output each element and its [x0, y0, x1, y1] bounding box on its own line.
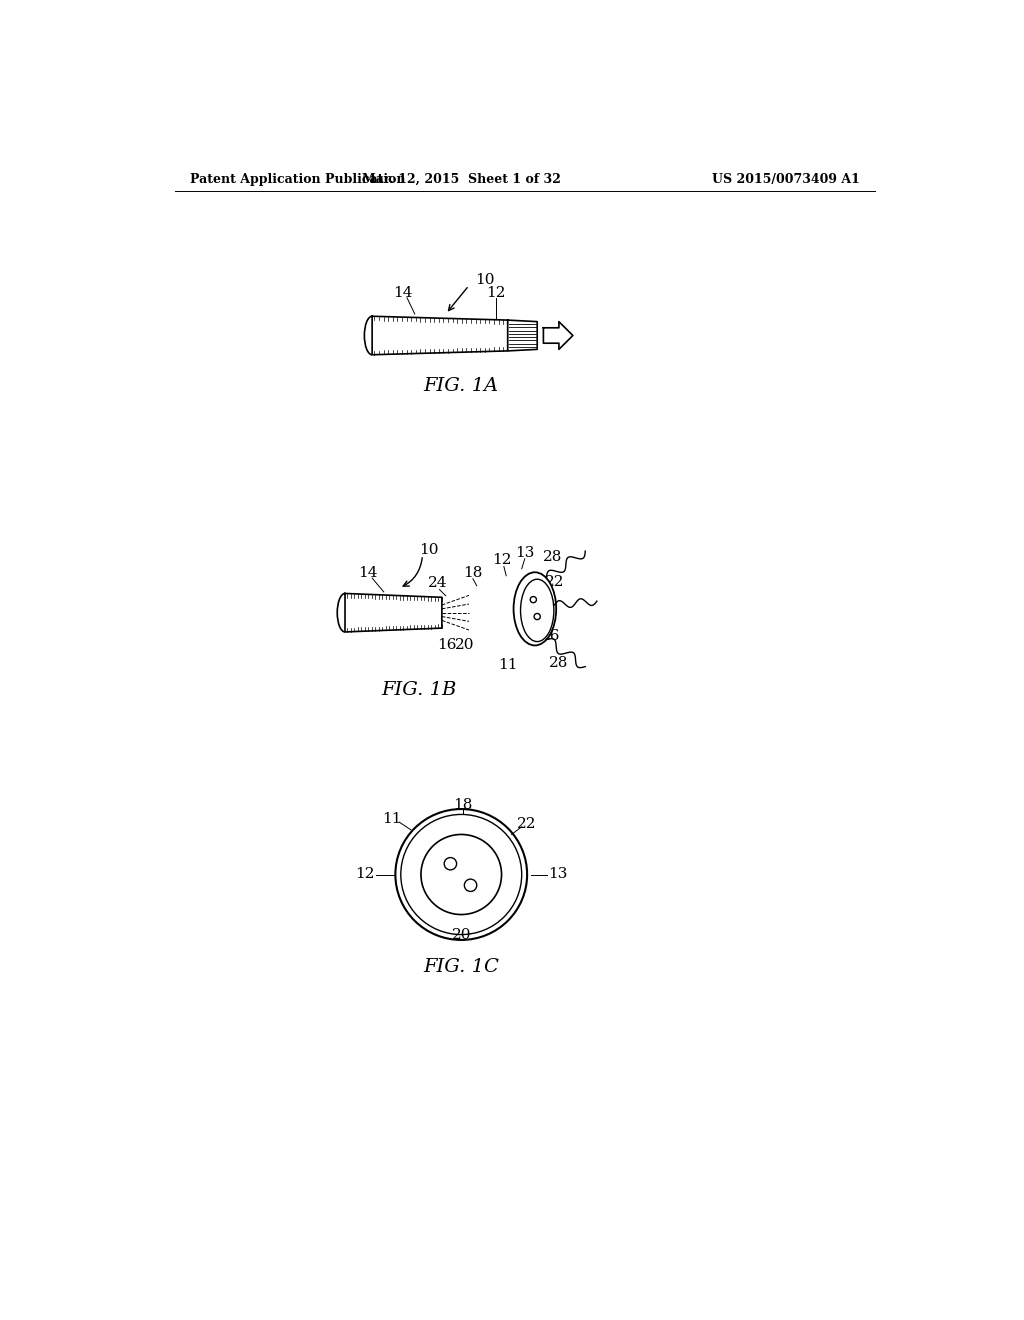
Text: 12: 12	[486, 286, 506, 300]
Ellipse shape	[514, 573, 556, 645]
Circle shape	[530, 597, 537, 603]
Circle shape	[421, 834, 502, 915]
Text: 11: 11	[382, 812, 401, 826]
Circle shape	[535, 614, 541, 619]
Text: 18: 18	[453, 799, 472, 812]
Polygon shape	[372, 317, 508, 355]
Text: 13: 13	[515, 545, 535, 560]
Circle shape	[464, 879, 477, 891]
Text: 22: 22	[545, 576, 564, 589]
Text: 20: 20	[456, 638, 475, 652]
Text: 20: 20	[452, 928, 471, 941]
Text: 14: 14	[393, 286, 413, 300]
Text: 28: 28	[549, 656, 568, 669]
Text: 13: 13	[548, 867, 567, 882]
Text: 12: 12	[492, 553, 511, 568]
Text: US 2015/0073409 A1: US 2015/0073409 A1	[712, 173, 859, 186]
Text: 22: 22	[517, 817, 537, 832]
Circle shape	[444, 858, 457, 870]
Polygon shape	[345, 594, 442, 632]
Text: 16: 16	[437, 638, 457, 652]
Ellipse shape	[520, 579, 554, 642]
Circle shape	[395, 809, 527, 940]
Text: 12: 12	[355, 867, 375, 882]
Circle shape	[400, 814, 521, 935]
Text: 10: 10	[419, 543, 438, 557]
Text: FIG. 1C: FIG. 1C	[423, 958, 499, 975]
Text: 11: 11	[498, 659, 517, 672]
Text: Patent Application Publication: Patent Application Publication	[190, 173, 406, 186]
Text: FIG. 1B: FIG. 1B	[381, 681, 457, 698]
Text: FIG. 1A: FIG. 1A	[424, 376, 499, 395]
Text: Mar. 12, 2015  Sheet 1 of 32: Mar. 12, 2015 Sheet 1 of 32	[361, 173, 561, 186]
Text: 18: 18	[463, 566, 482, 579]
Text: 28: 28	[543, 550, 562, 564]
Polygon shape	[544, 322, 572, 350]
Text: 24: 24	[428, 577, 447, 590]
Polygon shape	[508, 321, 538, 351]
Text: 26: 26	[541, 628, 560, 643]
Text: 14: 14	[358, 566, 378, 579]
Text: 10: 10	[475, 273, 495, 286]
